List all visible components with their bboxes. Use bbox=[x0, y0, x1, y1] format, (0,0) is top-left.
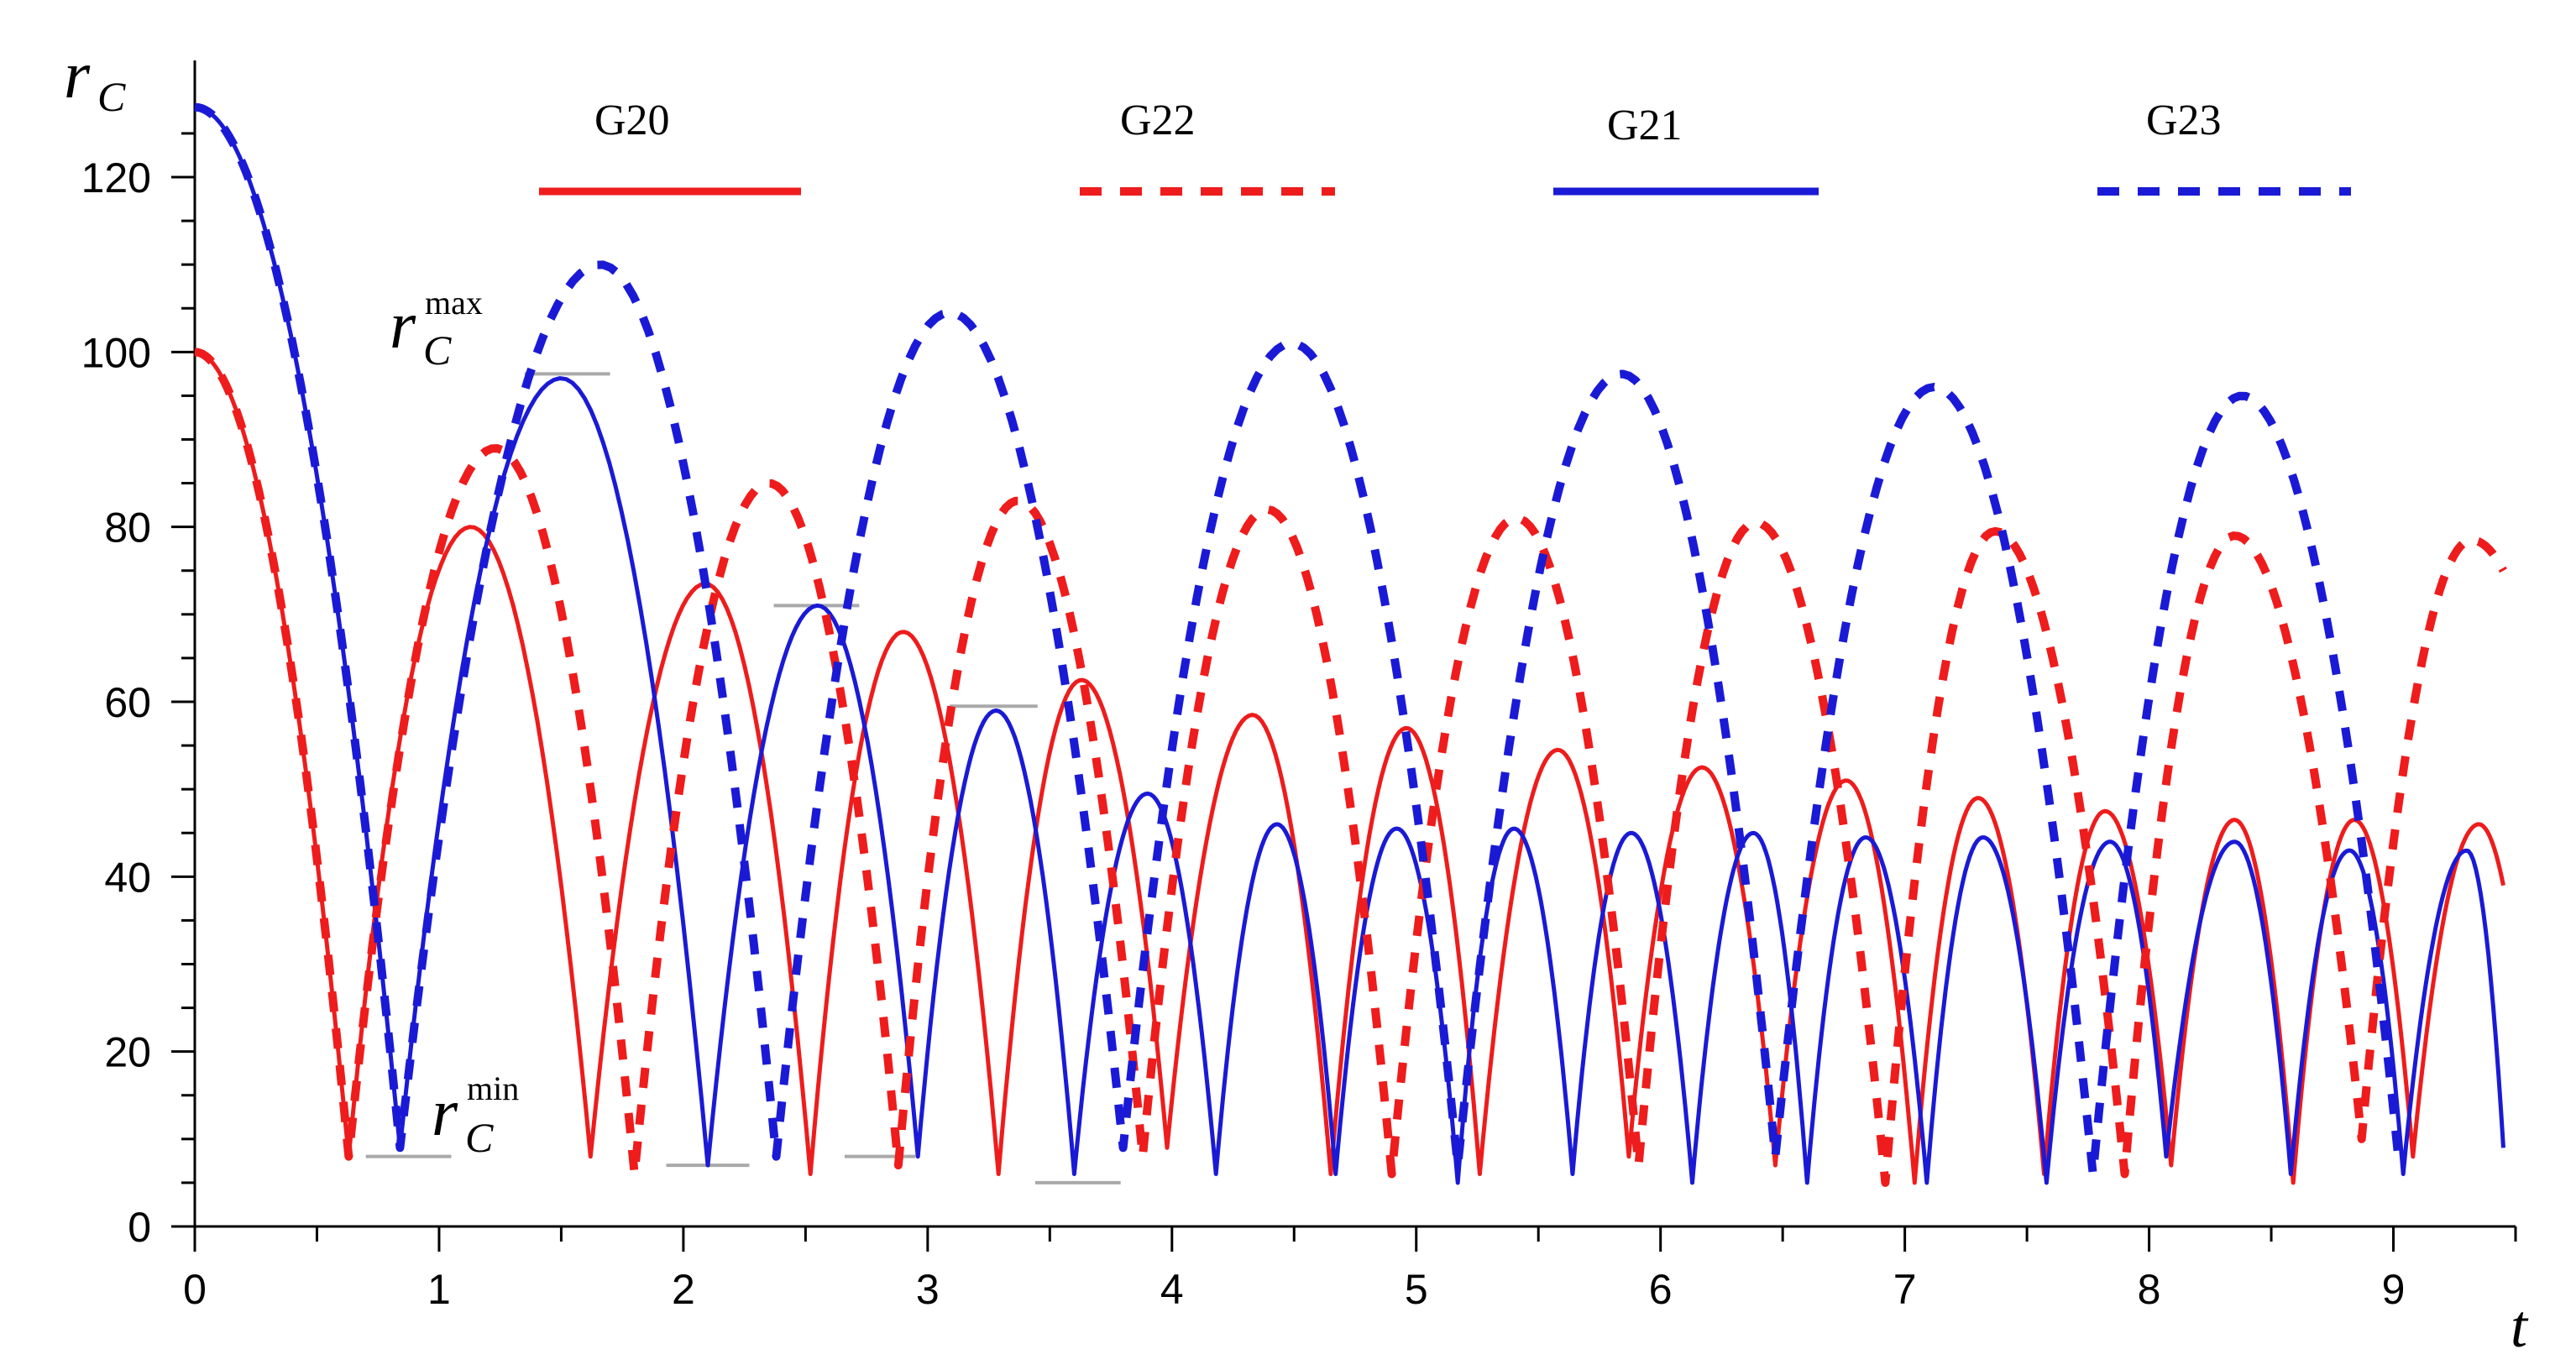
y-axis-title-subscript: C bbox=[97, 73, 126, 120]
y-tick-label: 60 bbox=[104, 679, 151, 726]
series-layer bbox=[193, 102, 2507, 1187]
rmax-base: r bbox=[390, 289, 416, 363]
x-tick-label: 4 bbox=[1160, 1266, 1184, 1313]
y-tick-label: 0 bbox=[128, 1204, 151, 1251]
rmin-superscript: min bbox=[467, 1069, 519, 1107]
legend-entry-g21: G21 bbox=[1553, 102, 1819, 196]
x-tick-label: 7 bbox=[1893, 1266, 1917, 1313]
rmin-base: r bbox=[432, 1076, 458, 1150]
y-tick-label: 120 bbox=[81, 154, 151, 201]
legend-entry-g20: G20 bbox=[539, 97, 801, 196]
rmin-subscript: C bbox=[465, 1114, 494, 1161]
series-line-g21 bbox=[194, 105, 2505, 1185]
legend-label-g21: G21 bbox=[1607, 102, 1683, 149]
x-tick-label: 8 bbox=[2138, 1266, 2161, 1313]
x-tick-label: 6 bbox=[1649, 1266, 1673, 1313]
series-line-g23 bbox=[194, 102, 2403, 1179]
x-axis-title: t bbox=[2511, 1293, 2529, 1360]
rmin-annotation: r C min bbox=[432, 1069, 519, 1161]
legend-entry-g22: G22 bbox=[1080, 97, 1335, 196]
rmax-superscript: max bbox=[425, 284, 483, 322]
y-tick-label: 20 bbox=[104, 1029, 151, 1076]
y-tick-label: 100 bbox=[81, 329, 151, 376]
legend-label-g22: G22 bbox=[1120, 97, 1196, 144]
series-line-g20 bbox=[194, 349, 2505, 1185]
legend-label-g20: G20 bbox=[594, 97, 670, 144]
x-ticks: 0 1 2 3 4 5 6 7 8 9 bbox=[183, 1226, 2517, 1313]
x-tick-label: 5 bbox=[1405, 1266, 1428, 1313]
x-tick-label: 3 bbox=[916, 1266, 940, 1313]
x-tick-label: 1 bbox=[427, 1266, 451, 1313]
y-axis-title: r bbox=[64, 39, 91, 112]
rmax-annotation: r C max bbox=[390, 284, 483, 374]
axes: 0 1 2 3 4 5 6 7 8 9 0 20 40 60 80 100 120 bbox=[81, 60, 2517, 1313]
x-tick-label: 9 bbox=[2382, 1266, 2406, 1313]
y-ticks: 0 20 40 60 80 100 120 bbox=[81, 132, 195, 1251]
legend-entry-g23: G23 bbox=[2097, 97, 2351, 196]
legend: G20 G22 G21 G23 bbox=[539, 97, 2351, 196]
x-tick-label: 2 bbox=[672, 1266, 695, 1313]
y-tick-label: 80 bbox=[104, 505, 151, 552]
legend-label-g23: G23 bbox=[2146, 97, 2222, 144]
x-tick-label: 0 bbox=[183, 1266, 207, 1313]
y-tick-label: 40 bbox=[104, 854, 151, 901]
rmax-subscript: C bbox=[423, 327, 452, 374]
